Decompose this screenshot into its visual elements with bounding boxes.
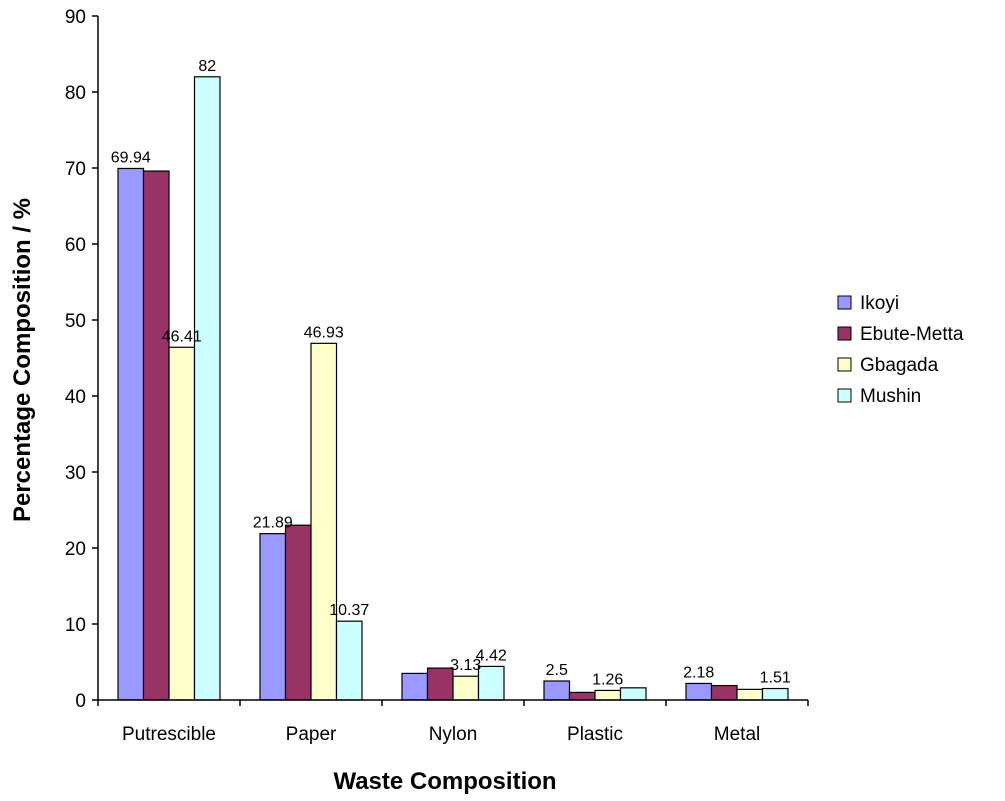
- legend-swatch: [837, 295, 852, 310]
- y-tick-label: 80: [65, 83, 86, 104]
- y-tick-label: 70: [65, 159, 86, 180]
- bar-ikoyi-putrescible: [117, 167, 145, 701]
- legend-swatch: [837, 326, 852, 341]
- x-axis-title: Waste Composition: [333, 768, 556, 795]
- x-tick-label-nylon: Nylon: [429, 724, 478, 745]
- y-ticks-group: 0 10 20 30 40 50 60 70 80 90: [65, 7, 98, 712]
- bar-ebute-metta-metal: [710, 684, 738, 701]
- legend-swatch: [837, 357, 852, 372]
- bar-mushin-metal: [761, 687, 789, 701]
- bar-ebute-metta-putrescible: [142, 170, 170, 701]
- data-label: 46.93: [304, 324, 344, 341]
- bar-mushin-paper: [335, 620, 363, 701]
- legend-swatch: [837, 388, 852, 403]
- bar-ebute-metta-nylon: [426, 667, 454, 701]
- data-label: 46.41: [162, 328, 202, 345]
- data-label: 1.51: [760, 670, 791, 687]
- data-labels-group: 69.94 46.41 82 21.89 46.93 10.37 3.134.42 2.5 1.…: [111, 58, 791, 689]
- bar-mushin-plastic: [619, 687, 647, 701]
- bar-ikoyi-plastic: [543, 680, 571, 701]
- x-ticks-group: Putrescible Paper Nylon Plastic Metal: [97, 700, 809, 745]
- data-label: 3.13: [450, 657, 481, 674]
- y-tick-label: 60: [65, 235, 86, 256]
- legend: Ikoyi Ebute-Metta Gbagada Mushin: [837, 293, 964, 407]
- bar-gbagada-nylon: [452, 675, 480, 701]
- data-label: 1.26: [592, 671, 623, 688]
- bar-mushin-nylon: [477, 665, 505, 701]
- y-axis-title: Percentage Composition / %: [9, 198, 36, 522]
- bar-ebute-metta-paper: [284, 524, 312, 701]
- y-tick-label: 40: [65, 387, 86, 408]
- bar-ikoyi-paper: [259, 533, 287, 701]
- bar-gbagada-putrescible: [168, 346, 196, 701]
- data-label: 2.18: [683, 664, 714, 681]
- data-label: 10.37: [329, 602, 369, 619]
- x-tick-label-metal: Metal: [714, 724, 760, 745]
- data-label: 21.89: [253, 515, 293, 532]
- data-label: 4.42: [476, 647, 507, 664]
- bar-gbagada-plastic: [594, 689, 622, 701]
- y-tick-label: 10: [65, 615, 86, 636]
- legend-label: Ebute-Metta: [860, 324, 964, 345]
- bar-mushin-putrescible: [193, 76, 221, 701]
- bar-ikoyi-metal: [685, 682, 713, 701]
- legend-label: Ikoyi: [860, 293, 899, 314]
- legend-label: Mushin: [860, 386, 921, 407]
- y-tick-label: 50: [65, 311, 86, 332]
- data-label: 69.94: [111, 149, 151, 166]
- data-label: 82: [198, 58, 216, 75]
- legend-label: Gbagada: [860, 355, 939, 376]
- data-label: 2.5: [546, 662, 568, 679]
- bar-ebute-metta-plastic: [568, 691, 596, 701]
- y-tick-label: 90: [65, 7, 86, 28]
- bar-ikoyi-nylon: [401, 672, 429, 701]
- bars-group: [117, 76, 789, 701]
- y-tick-label: 20: [65, 539, 86, 560]
- x-tick-label-putrescible: Putrescible: [122, 724, 216, 745]
- y-tick-label: 30: [65, 463, 86, 484]
- bar-gbagada-paper: [310, 342, 338, 701]
- bar-gbagada-metal: [736, 688, 764, 701]
- x-tick-label-paper: Paper: [286, 724, 337, 745]
- x-tick-label-plastic: Plastic: [567, 724, 623, 745]
- y-tick-label: 0: [75, 691, 86, 712]
